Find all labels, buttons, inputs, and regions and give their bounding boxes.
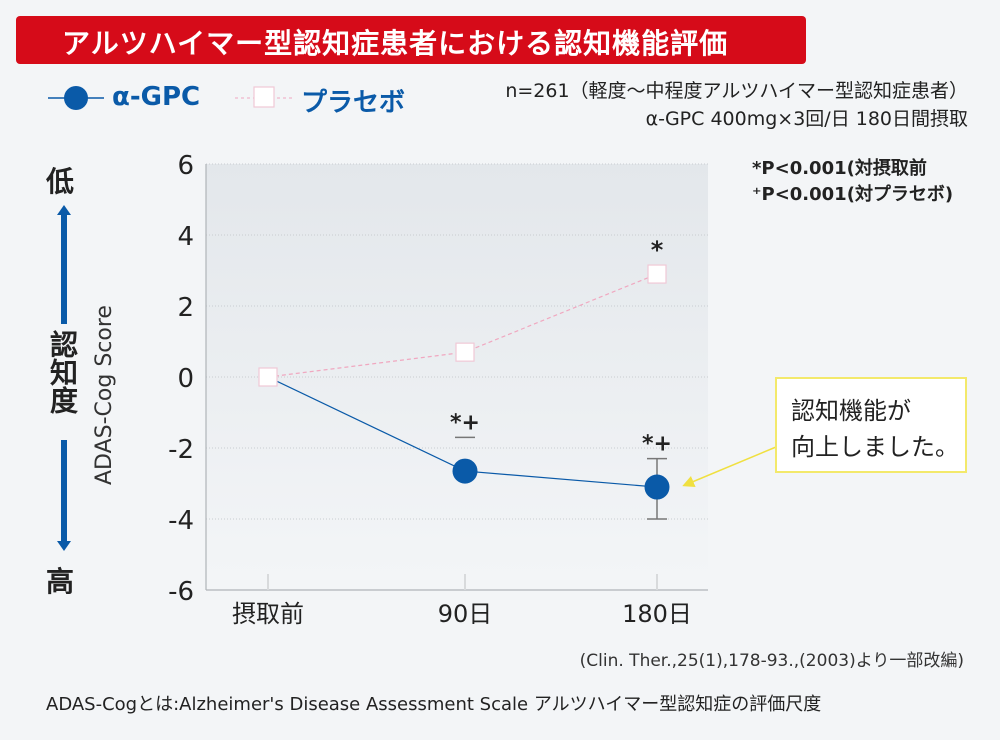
x-tick-label: 180日 xyxy=(622,600,692,628)
study-info-line2: α-GPC 400mg×3回/日 180日間摂取 xyxy=(645,108,968,130)
source-citation: (Clin. Ther.,25(1),178-93.,(2003)より一部改編) xyxy=(579,651,964,671)
cognition-label: 認知度 xyxy=(46,330,79,414)
axis-direction-label: 認知度 xyxy=(46,330,79,421)
legend-item-placebo: プラセボ xyxy=(235,80,415,118)
legend-label: プラセボ xyxy=(301,88,406,118)
placebo-point xyxy=(647,264,667,284)
footnote: ADAS-Cogとは:Alzheimer's Disease Assessmen… xyxy=(46,694,822,715)
callout-line1: 認知機能が xyxy=(791,397,911,425)
open-square-marker-icon xyxy=(235,86,293,108)
title-banner: アルツハイマー型認知症患者における認知機能評価 xyxy=(16,16,806,64)
y-tick-label: 0 xyxy=(177,364,194,394)
chart-title: アルツハイマー型認知症患者における認知機能評価 xyxy=(62,27,729,60)
agpc-significance-mark: *+ xyxy=(450,410,480,435)
arrow-up-icon xyxy=(57,205,71,324)
placebo-point xyxy=(455,342,475,362)
placebo-point xyxy=(258,367,278,387)
significance-note-1: *P<0.001(対摂取前 xyxy=(752,158,927,179)
y-tick-label: -6 xyxy=(168,577,194,607)
legend-label: α-GPC xyxy=(112,82,201,112)
significance-note-2: ⁺P<0.001(対プラセボ) xyxy=(752,184,954,205)
agpc-point xyxy=(644,474,670,500)
arrow-down-icon xyxy=(57,440,71,551)
legend-item-agpc: α-GPC xyxy=(46,80,206,116)
filled-circle-marker-icon xyxy=(48,86,104,110)
study-info-line1: n=261（軽度～中程度アルツハイマー型認知症患者） xyxy=(505,80,968,102)
agpc-significance-mark: *+ xyxy=(642,432,672,457)
axis-direction-low: 低 xyxy=(46,165,75,198)
y-tick-label: 2 xyxy=(177,293,194,323)
y-tick-label: 4 xyxy=(177,222,194,252)
agpc-point xyxy=(452,458,478,484)
placebo-significance-mark: * xyxy=(651,236,664,264)
plot-background xyxy=(206,164,708,578)
axis-direction-high: 高 xyxy=(46,565,75,598)
y-tick-label: 6 xyxy=(177,151,194,181)
callout-line2: 向上しました。 xyxy=(791,433,959,461)
callout-arrow xyxy=(682,446,777,488)
callout-box: 認知機能が 向上しました。 xyxy=(775,377,967,473)
x-tick-label: 90日 xyxy=(438,600,493,628)
x-tick-label: 摂取前 xyxy=(232,600,304,628)
y-tick-label: -2 xyxy=(168,435,194,465)
y-tick-label: -4 xyxy=(168,506,194,536)
